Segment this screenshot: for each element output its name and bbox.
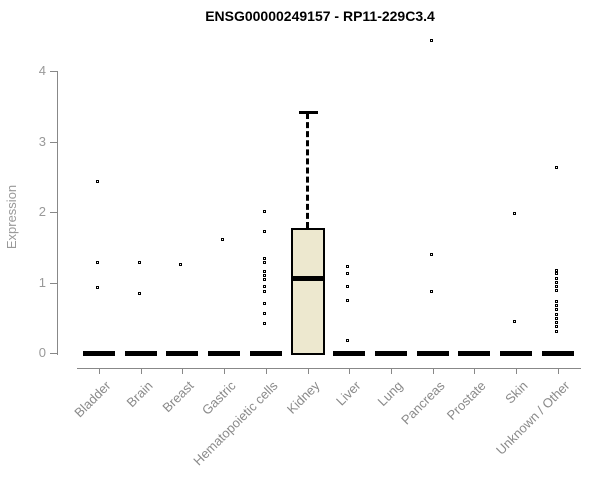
outlier-point xyxy=(346,299,350,303)
outlier-point xyxy=(554,329,558,333)
y-tick-label: 0 xyxy=(38,345,46,360)
x-tick xyxy=(474,369,476,374)
outlier-point xyxy=(554,165,558,169)
zero-box xyxy=(375,351,408,356)
zero-box xyxy=(416,351,449,356)
outlier-point xyxy=(554,312,558,316)
y-tick-label: 4 xyxy=(38,63,46,78)
outlier-point xyxy=(346,338,350,342)
y-tick-label: 1 xyxy=(38,274,46,290)
zero-box xyxy=(500,351,533,356)
outlier-point xyxy=(554,316,558,320)
outlier-point xyxy=(262,321,266,325)
outlier-point xyxy=(262,256,266,260)
outlier-point xyxy=(554,299,558,303)
outlier-point xyxy=(554,308,558,312)
outlier-point xyxy=(137,292,141,296)
outlier-point xyxy=(429,39,433,43)
y-tick-label: 3 xyxy=(38,133,46,149)
outlier-point xyxy=(346,264,350,268)
outlier-point xyxy=(513,319,517,323)
outlier-point xyxy=(262,230,266,234)
outlier-point xyxy=(554,304,558,308)
x-axis-line xyxy=(77,368,581,369)
whisker-cap xyxy=(298,111,318,114)
zero-box xyxy=(249,351,282,356)
x-tick xyxy=(391,369,393,374)
y-tick xyxy=(50,141,57,143)
outlier-point xyxy=(137,261,141,265)
zero-box xyxy=(166,351,199,356)
outlier-point xyxy=(262,209,266,213)
outlier-point xyxy=(221,237,225,241)
x-tick xyxy=(182,369,184,374)
outlier-point xyxy=(262,278,266,282)
outlier-point xyxy=(554,325,558,329)
outlier-point xyxy=(262,290,266,294)
outlier-point xyxy=(554,268,558,272)
zero-box xyxy=(124,351,157,356)
outlier-point xyxy=(262,270,266,274)
y-tick xyxy=(50,212,57,213)
x-tick xyxy=(99,369,100,374)
median-line xyxy=(290,276,325,282)
outlier-point xyxy=(96,285,99,289)
outlier-point xyxy=(179,263,183,267)
outlier-point xyxy=(429,252,433,256)
outlier-point xyxy=(96,180,99,184)
zero-box xyxy=(541,351,574,356)
x-tick xyxy=(140,369,142,374)
y-tick xyxy=(50,71,57,72)
whisker xyxy=(306,113,310,228)
zero-box xyxy=(83,351,115,356)
x-tick xyxy=(432,369,434,374)
outlier-point xyxy=(429,290,433,294)
y-tick xyxy=(50,353,57,354)
zero-box xyxy=(458,351,491,356)
outlier-point xyxy=(262,285,266,289)
outlier-point xyxy=(554,276,558,280)
outlier-point xyxy=(262,261,266,265)
x-tick xyxy=(349,369,351,374)
outlier-point xyxy=(554,288,558,292)
outlier-point xyxy=(262,311,266,315)
outlier-point xyxy=(554,321,558,325)
outlier-point xyxy=(554,272,558,276)
y-tick xyxy=(50,282,57,284)
outlier-point xyxy=(262,302,266,306)
x-tick xyxy=(516,369,518,374)
outlier-point xyxy=(513,211,517,215)
chart-title: ENSG00000249157 - RP11-229C3.4 xyxy=(205,8,435,24)
zero-box xyxy=(333,351,366,356)
outlier-point xyxy=(96,261,99,265)
zero-box xyxy=(208,351,241,356)
x-tick xyxy=(224,369,226,374)
x-tick xyxy=(307,369,309,374)
x-tick xyxy=(265,369,267,374)
outlier-point xyxy=(346,285,350,289)
outlier-point xyxy=(346,271,350,275)
y-tick-label: 2 xyxy=(38,204,46,219)
outlier-point xyxy=(262,273,266,277)
outlier-point xyxy=(554,285,558,289)
box xyxy=(290,227,325,355)
outlier-point xyxy=(554,280,558,284)
y-axis-line xyxy=(57,71,58,355)
x-tick xyxy=(557,369,559,374)
